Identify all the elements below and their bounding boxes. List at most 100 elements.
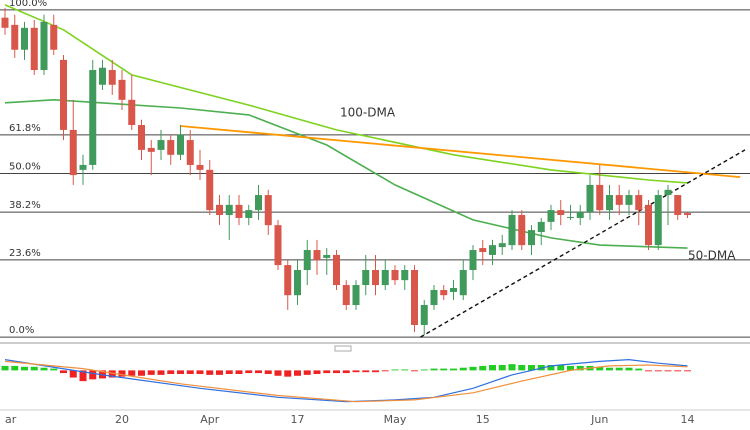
candle-body	[323, 254, 331, 258]
macd-histogram-bar	[255, 370, 262, 374]
panel-handle[interactable]	[334, 345, 352, 352]
candle-body	[235, 204, 243, 218]
macd-histogram-bar	[333, 370, 340, 374]
macd-histogram-bar	[625, 367, 633, 371]
candle-body	[664, 189, 672, 196]
candle-body	[167, 140, 175, 155]
candle-body	[469, 250, 477, 270]
candle-body	[498, 243, 506, 248]
macd-histogram-bar	[11, 365, 19, 371]
moving-average-line	[4, 98, 688, 249]
x-tick-label: 14	[681, 413, 695, 426]
candle-body	[216, 204, 223, 216]
macd-histogram-bar	[167, 370, 175, 374]
candle-body	[450, 288, 457, 292]
macd-histogram-bar	[576, 365, 584, 371]
candle-body	[381, 270, 389, 286]
candle-body	[479, 248, 487, 252]
candle-body	[138, 125, 145, 150]
trendline	[180, 125, 741, 178]
candle-body	[567, 216, 574, 218]
macd-line	[4, 358, 688, 403]
x-tick-label: Jun	[590, 413, 608, 426]
candle-body	[177, 134, 184, 155]
macd-histogram-bar	[206, 370, 214, 375]
macd-histogram-bar	[284, 370, 292, 377]
candle-body	[615, 195, 623, 205]
macd-histogram-bar	[1, 365, 9, 371]
candle-body	[576, 212, 584, 218]
macd-histogram-bar	[606, 367, 613, 371]
candle-body	[586, 184, 594, 213]
macd-histogram-bar	[440, 368, 448, 371]
candle-body	[1, 17, 9, 28]
macd-histogram-bar	[128, 370, 136, 376]
macd-histogram-bar	[274, 370, 282, 376]
macd-histogram-bar	[401, 369, 409, 371]
macd-histogram-bar	[30, 366, 38, 371]
candle-body	[362, 270, 370, 286]
macd-histogram-bar	[459, 367, 467, 371]
macd-histogram-bar	[391, 369, 399, 371]
x-tick-label: 17	[291, 413, 305, 426]
macd-histogram-bar	[138, 370, 145, 376]
macd-histogram-bar	[362, 370, 370, 373]
x-tick-label: 20	[115, 413, 129, 426]
macd-histogram-bar	[430, 368, 438, 371]
macd-histogram-bar	[684, 370, 691, 372]
candle-body	[186, 140, 194, 165]
macd-histogram-bar	[547, 365, 555, 371]
macd-histogram-bar	[518, 365, 526, 371]
fib-level-label: 38.2%	[9, 200, 41, 211]
macd-histogram-bar	[645, 370, 652, 372]
candle-body	[50, 24, 58, 50]
macd-histogram-bar	[323, 370, 331, 374]
macd-histogram-bar	[225, 370, 233, 374]
macd-histogram-bar	[664, 370, 672, 372]
macd-histogram-bar	[264, 370, 272, 374]
macd-histogram-bar	[420, 369, 428, 371]
macd-histogram-bar	[40, 367, 48, 371]
candle-body	[528, 230, 535, 246]
candle-body	[420, 305, 428, 325]
macd-histogram-bar	[313, 370, 321, 374]
macd-histogram-bar	[21, 366, 28, 371]
macd-histogram-bar	[508, 364, 516, 371]
macd-histogram-bar	[372, 370, 379, 373]
candle-body	[372, 270, 379, 286]
candle-body	[489, 245, 496, 255]
macd-histogram-bar	[294, 370, 301, 376]
macd-histogram-bar	[469, 366, 477, 371]
candle-body	[440, 289, 448, 296]
candle-body	[674, 195, 682, 216]
candle-body	[196, 164, 204, 170]
candle-body	[108, 70, 116, 85]
candle-body	[635, 195, 643, 211]
macd-histogram-bar	[381, 370, 389, 372]
candle-body	[537, 221, 545, 233]
candle-body	[225, 204, 233, 216]
candle-body	[60, 59, 67, 130]
macd-histogram-bar	[567, 365, 574, 371]
macd-histogram-bar	[177, 370, 184, 374]
candle-body	[147, 147, 155, 152]
macd-histogram-bar	[50, 368, 58, 371]
candle-body	[69, 129, 77, 176]
macd-histogram-bar	[615, 367, 623, 371]
candle-body	[684, 213, 691, 216]
macd-histogram-bar	[118, 370, 126, 377]
candle-body	[352, 285, 360, 306]
candle-body	[430, 289, 438, 306]
fib-level-label: 61.8%	[9, 123, 41, 134]
macd-histogram-bar	[147, 370, 155, 375]
candle-body	[30, 27, 38, 71]
macd-histogram-bar	[245, 370, 253, 374]
candle-body	[391, 270, 399, 281]
candle-body	[342, 285, 350, 306]
x-tick-label: 15	[476, 413, 490, 426]
candle-body	[303, 250, 311, 270]
x-tick-label: Apr	[200, 413, 220, 426]
macd-histogram-bar	[157, 370, 165, 375]
moving-average-label: 100-DMA	[340, 106, 396, 120]
candle-body	[333, 254, 340, 286]
